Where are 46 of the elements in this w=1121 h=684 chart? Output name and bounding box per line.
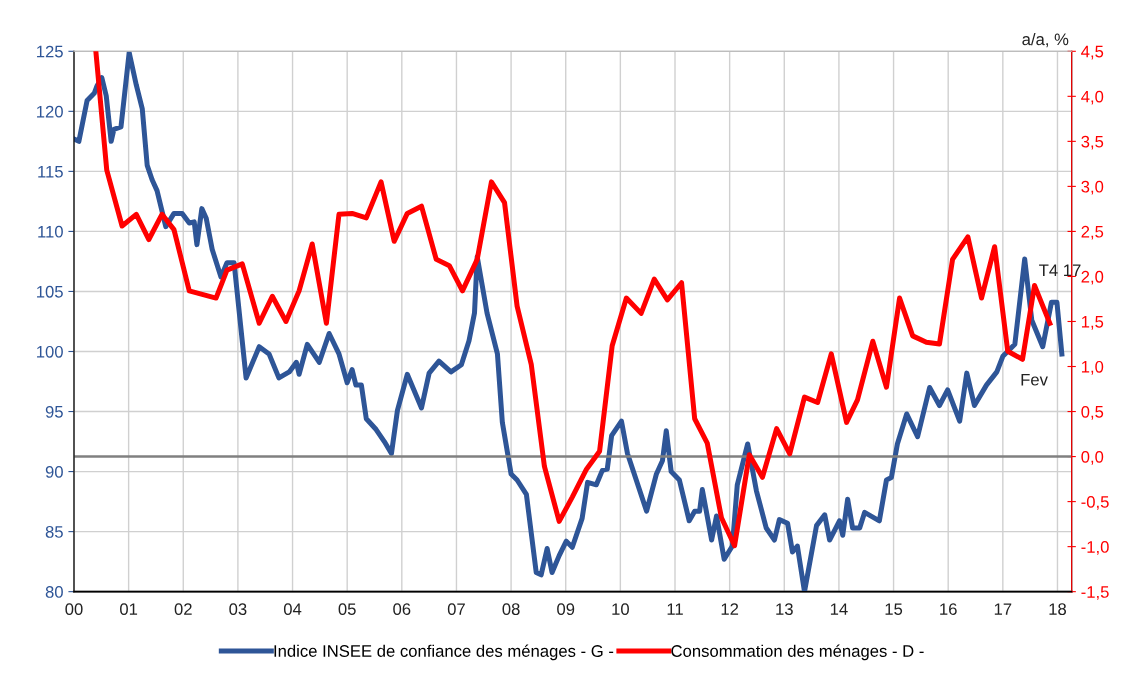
x-tick-label: 13: [776, 603, 793, 616]
x-tick-label: 02: [174, 603, 192, 616]
y2-tick-label: -1,0: [1081, 541, 1109, 555]
x-tick-label: 10: [612, 603, 629, 616]
x-tick-label: 03: [229, 603, 247, 616]
legend-label: Indice INSEE de confiance des ménages - G -: [274, 644, 614, 661]
x-tick-label: 01: [120, 603, 138, 616]
y-tick-label: 110: [38, 225, 63, 238]
y2-tick-label: 0,5: [1081, 405, 1104, 420]
x-tick-label: 09: [557, 603, 575, 616]
y-tick-label: 95: [45, 405, 63, 418]
x-tick-label: 14: [830, 603, 848, 615]
y2-tick-label: 2,0: [1081, 270, 1104, 285]
x-tick-label: 07: [447, 603, 465, 616]
y-tick-label: 100: [37, 345, 63, 358]
x-tick-label: 08: [502, 603, 520, 616]
y2-tick-label: 1,5: [1081, 316, 1104, 330]
legend-label: Consommation des ménages - D -: [671, 644, 924, 661]
y-tick-label: 90: [45, 465, 63, 478]
y-tick-label: 120: [37, 105, 63, 118]
x-tick-label: 18: [1049, 603, 1067, 616]
x-tick-label: 17: [994, 603, 1012, 615]
y2-tick-label: -1,5: [1081, 586, 1109, 600]
x-tick-label: 15: [885, 603, 903, 616]
y2-tick-label: 4,0: [1081, 90, 1104, 105]
y-tick-label: 85: [45, 526, 63, 538]
y2-tick-label: 3,5: [1081, 135, 1104, 150]
y2-axis-title: a/a, %: [1022, 32, 1069, 48]
x-tick-label: 06: [393, 603, 411, 616]
y2-tick-label: 2,5: [1081, 225, 1104, 240]
x-tick-label: 05: [338, 603, 356, 616]
x-tick-label: 16: [940, 603, 957, 616]
annotation: Fev: [1021, 373, 1048, 386]
y2-tick-label: 3,0: [1081, 180, 1104, 195]
y2-tick-label: -0,5: [1081, 496, 1109, 510]
y-tick-label: 80: [45, 586, 63, 598]
y-tick-label: 125: [37, 45, 63, 58]
x-tick-label: 04: [283, 603, 302, 616]
x-tick-label: 00: [65, 603, 83, 616]
y2-tick-label: 4,5: [1081, 45, 1104, 60]
y2-tick-label: 0,0: [1081, 450, 1104, 465]
x-tick-label: 12: [721, 603, 739, 615]
y-tick-label: 105: [37, 285, 63, 298]
y-tick-label: 115: [38, 165, 63, 178]
y2-tick-label: 1,0: [1081, 360, 1104, 375]
x-tick-label: 11: [667, 603, 683, 615]
